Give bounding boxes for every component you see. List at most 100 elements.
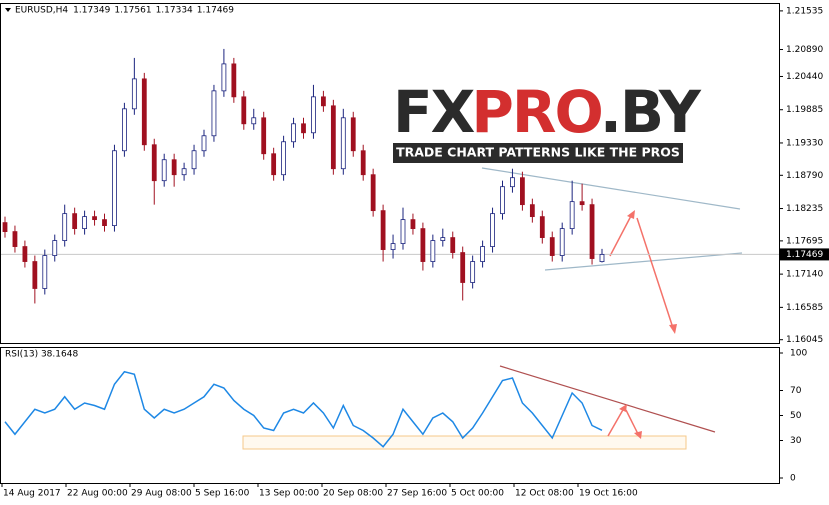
candle-body	[161, 159, 167, 182]
watermark-tagline: TRADE CHART PATTERNS LIKE THE PROS	[396, 145, 680, 160]
candle-body	[420, 228, 426, 262]
candle-body	[440, 237, 446, 241]
y-tick-label: 1.18235	[786, 204, 823, 214]
y-tick-label: 30	[790, 436, 802, 446]
candle-body	[112, 150, 117, 227]
x-tick-label: 22 Aug 00:00	[67, 489, 128, 499]
x-tick-label: 19 Oct 16:00	[579, 489, 638, 499]
y-tick-label: 1.18790	[786, 171, 823, 181]
candle-body	[221, 63, 227, 92]
candle-body	[330, 105, 336, 170]
candle-body	[470, 261, 476, 283]
last-price-label: 1.17469	[786, 250, 823, 260]
y-tick-label: 1.17140	[786, 270, 823, 280]
x-tick-label: 5 Sep 16:00	[195, 489, 250, 499]
arrowhead	[627, 210, 635, 219]
candle-body	[291, 123, 296, 143]
arrow	[625, 409, 639, 435]
header-value: 1.17469	[197, 6, 234, 16]
candle-body	[390, 243, 396, 250]
y-tick-label: 1.20890	[786, 45, 823, 55]
candle-body	[430, 240, 436, 262]
y-tick-label: 1.17695	[786, 236, 823, 246]
header-value: 1.17334	[156, 6, 193, 16]
arrowhead	[669, 324, 677, 334]
trendline	[481, 167, 741, 210]
y-tick-label: 1.16585	[786, 303, 823, 313]
rsi-title: RSI(13) 38.1648	[5, 350, 78, 360]
candle-body	[320, 96, 326, 107]
y-tick-label: 70	[790, 386, 802, 396]
candle-body	[589, 204, 595, 259]
y-tick-label: 100	[790, 349, 807, 359]
watermark-part: PRO	[471, 78, 601, 146]
candle-body	[450, 237, 456, 253]
x-tick-label: 14 Aug 2017	[3, 489, 61, 499]
menu-icon	[5, 8, 11, 12]
watermark-part: .BY	[600, 78, 702, 146]
candle-body	[241, 96, 247, 125]
last-price-tag	[779, 248, 829, 261]
candle-body	[251, 117, 257, 125]
candle-body	[201, 135, 207, 152]
watermark-fx: FX	[393, 78, 475, 146]
candle-body	[171, 159, 177, 176]
arrow	[609, 213, 633, 257]
candle-body	[311, 96, 316, 134]
candle-body	[271, 153, 277, 176]
candle-body	[12, 231, 18, 247]
candle-body	[370, 174, 376, 212]
watermark-band	[393, 143, 683, 163]
candle-body	[510, 177, 515, 188]
symbol: EURUSD,H4	[15, 6, 68, 16]
candle-body	[122, 108, 127, 152]
candle-body	[500, 186, 505, 215]
candle-body	[360, 150, 366, 176]
arrow	[636, 217, 674, 329]
candle-body	[151, 144, 157, 182]
candle-body	[211, 90, 217, 137]
x-tick-label: 12 Oct 08:00	[515, 489, 574, 499]
candle-body	[569, 201, 575, 230]
candle-body	[520, 177, 525, 206]
y-tick-label: 0	[790, 474, 796, 484]
candle-body	[261, 117, 267, 155]
candle-body	[490, 213, 495, 247]
y-tick-label: 1.20440	[786, 72, 823, 82]
candle-body	[599, 254, 605, 263]
candle-body	[32, 261, 38, 289]
price-panel	[0, 3, 780, 344]
candle-body	[42, 255, 48, 289]
x-tick-label: 20 Sep 08:00	[323, 489, 383, 499]
trendline	[544, 252, 743, 271]
candle-body	[559, 228, 565, 256]
candle-body	[181, 168, 187, 176]
candle-body	[480, 246, 486, 262]
y-tick-label: 1.16045	[786, 335, 823, 345]
candle-body	[72, 213, 78, 230]
candle-body	[410, 219, 416, 230]
x-tick-label: 13 Sep 00:00	[259, 489, 319, 499]
candle-body	[549, 237, 555, 256]
candle-body	[62, 213, 68, 241]
candle-body	[579, 201, 585, 206]
candle-body	[380, 210, 386, 250]
y-tick-label: 1.19885	[786, 105, 823, 115]
candle-body	[131, 78, 137, 110]
candle-body	[281, 141, 287, 176]
candle-body	[340, 117, 346, 170]
candle-body	[400, 219, 406, 244]
candle-body	[460, 252, 466, 283]
candle-body	[529, 204, 535, 218]
candle-body	[191, 150, 197, 170]
candle-body	[301, 123, 306, 134]
x-tick-label: 29 Aug 08:00	[131, 489, 192, 499]
arrowhead	[619, 404, 627, 412]
candle-body	[22, 246, 28, 262]
header-value: 1.17561	[114, 6, 151, 16]
support-zone	[242, 435, 687, 450]
header-value: 1.17349	[73, 6, 110, 16]
candle-body	[141, 78, 147, 146]
